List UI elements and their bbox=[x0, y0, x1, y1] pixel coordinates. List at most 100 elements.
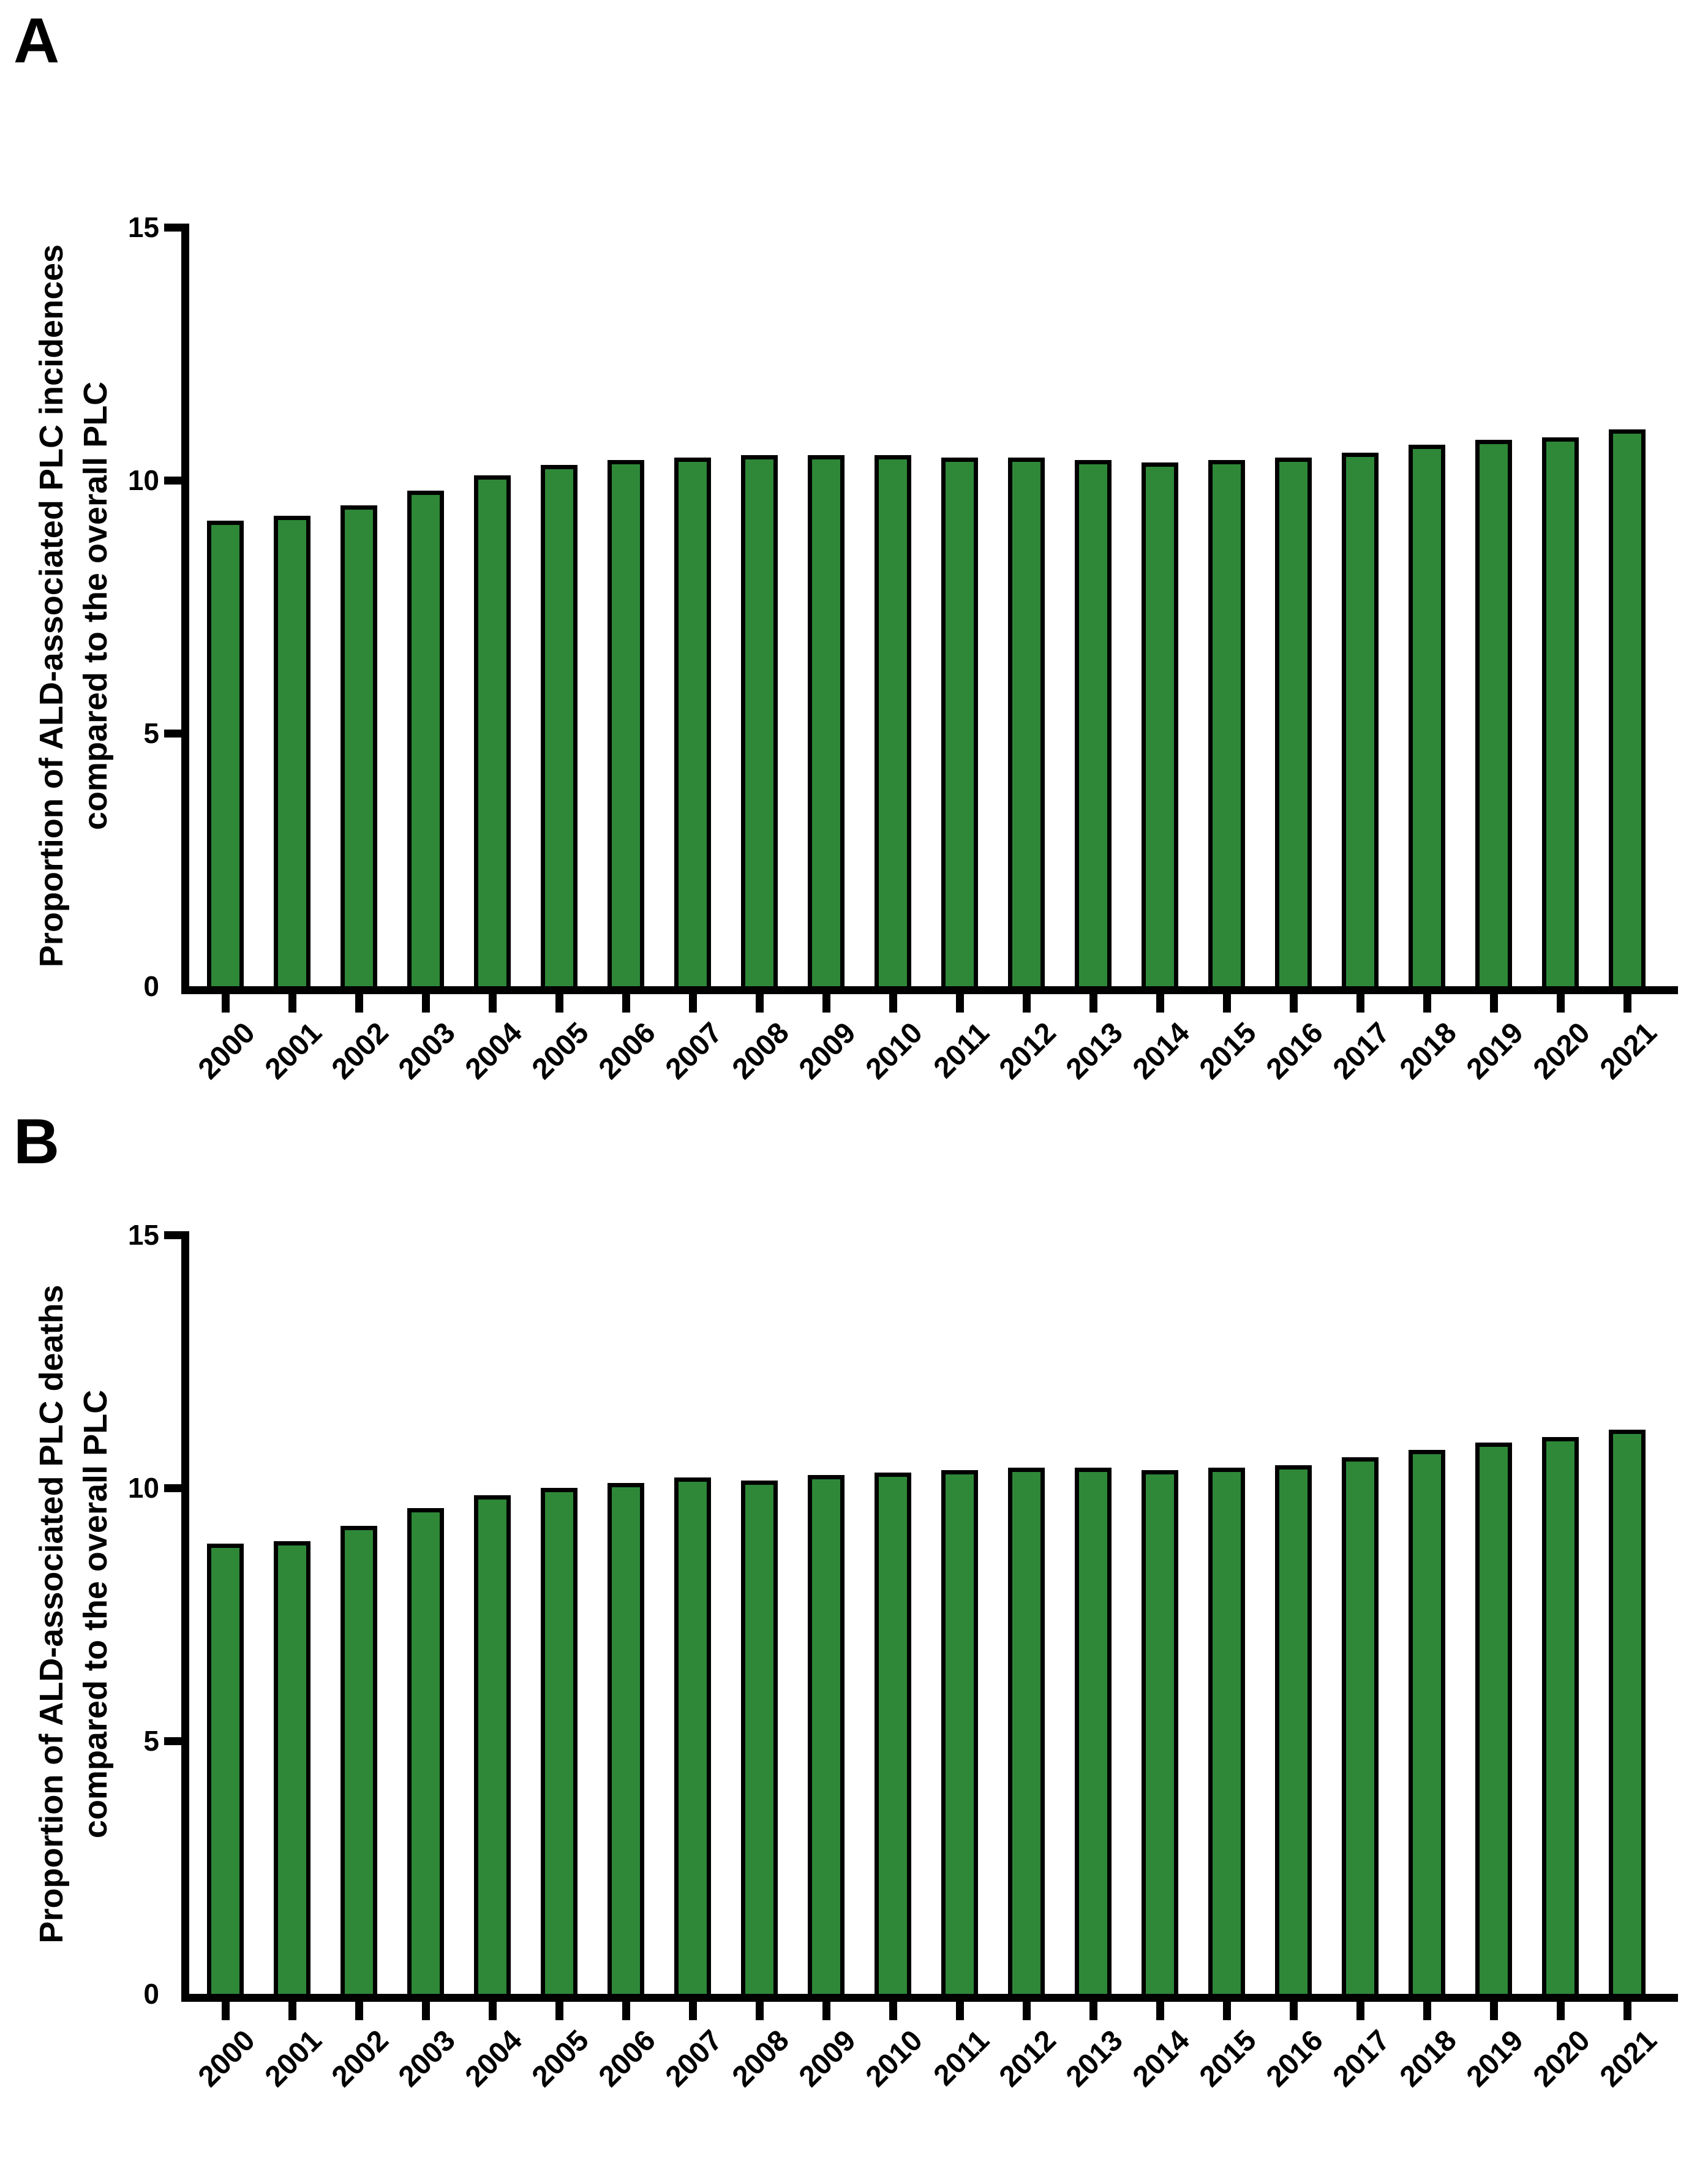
panel-a-xtick-2003 bbox=[422, 994, 430, 1013]
panel-b-xtick-2014 bbox=[1156, 2002, 1164, 2020]
bar-B-2013 bbox=[1075, 1468, 1112, 1994]
figure: A Proportion of ALD-associated PLC incid… bbox=[13, 6, 1678, 2093]
bar-B-2020 bbox=[1542, 1437, 1579, 1994]
panel-a-xtick-2007 bbox=[689, 994, 697, 1013]
panel-a-xtick-2016 bbox=[1290, 994, 1298, 1013]
bar-B-2006 bbox=[608, 1483, 644, 1994]
panel-b-xtick-2008 bbox=[756, 2002, 764, 2020]
panel-b-xtick-2020 bbox=[1557, 2002, 1565, 2020]
bar-B-2004 bbox=[474, 1495, 511, 1994]
panel-a-xtick-2018 bbox=[1423, 994, 1431, 1013]
bar-B-2018 bbox=[1409, 1450, 1445, 1994]
panel-b-xtick-2009 bbox=[822, 2002, 830, 2020]
bar-A-2009 bbox=[808, 455, 845, 986]
bar-A-2001 bbox=[274, 516, 310, 986]
panel-a-xtick-2002 bbox=[355, 994, 363, 1013]
panel-b-ytick-label-0: 0 bbox=[143, 1978, 159, 2010]
bar-B-2007 bbox=[674, 1477, 711, 1994]
panel-a-xtick-2011 bbox=[956, 994, 964, 1013]
panel-b-x-axis bbox=[181, 1994, 1678, 2002]
panel-b-xtick-2004 bbox=[489, 2002, 497, 2020]
bar-A-2007 bbox=[674, 458, 711, 986]
panel-a-ytick-5 bbox=[164, 730, 181, 738]
panel-b-y-axis-title-line1: Proportion of ALD-associated PLC deaths bbox=[33, 1285, 70, 1944]
bar-B-2021 bbox=[1609, 1430, 1646, 1994]
panel-b-ytick-10 bbox=[164, 1484, 181, 1492]
panel-b-xtick-2011 bbox=[956, 2002, 964, 2020]
panel-b-xtick-2015 bbox=[1223, 2002, 1231, 2020]
bar-A-2020 bbox=[1542, 437, 1579, 986]
bar-A-2016 bbox=[1275, 458, 1312, 986]
bar-B-2016 bbox=[1275, 1465, 1312, 1994]
bar-A-2014 bbox=[1142, 462, 1178, 986]
panel-a-ytick-label-0: 0 bbox=[143, 970, 159, 1002]
bar-A-2012 bbox=[1008, 458, 1045, 986]
panel-b-xtick-2006 bbox=[622, 2002, 630, 2020]
bar-B-2002 bbox=[340, 1526, 377, 1994]
panel-b-xtick-2005 bbox=[555, 2002, 563, 2020]
panel-a-xtick-2019 bbox=[1490, 994, 1498, 1013]
bar-B-2011 bbox=[941, 1470, 978, 1994]
panel-b-xtick-2007 bbox=[689, 2002, 697, 2020]
bar-B-2014 bbox=[1142, 1470, 1178, 1994]
panel-a-ytick-10 bbox=[164, 477, 181, 485]
panel-a-y-axis-title: Proportion of ALD-associated PLC inciden… bbox=[28, 146, 119, 1065]
panel-b-y-axis-title-line2: compared to the overall PLC bbox=[77, 1389, 114, 1839]
panel-a-y-axis bbox=[181, 224, 189, 994]
panel-b-xtick-2016 bbox=[1290, 2002, 1298, 2020]
panel-a-xtick-2009 bbox=[822, 994, 830, 1013]
bar-A-2005 bbox=[541, 465, 577, 986]
panel-b-xtick-2003 bbox=[422, 2002, 430, 2020]
panel-a-xtick-2012 bbox=[1023, 994, 1031, 1013]
panel-b-ytick-5 bbox=[164, 1737, 181, 1745]
panel-a-xtick-2004 bbox=[489, 994, 497, 1013]
panel-b-xtick-2012 bbox=[1023, 2002, 1031, 2020]
panel-b-xtick-2019 bbox=[1490, 2002, 1498, 2020]
bar-B-2003 bbox=[407, 1508, 444, 1994]
bar-B-2015 bbox=[1208, 1468, 1245, 1994]
panel-b-xtick-2010 bbox=[889, 2002, 897, 2020]
panel-a-xtick-2006 bbox=[622, 994, 630, 1013]
panel-b-ytick-label-15: 15 bbox=[127, 1219, 159, 1251]
panel-b-xtick-2000 bbox=[222, 2002, 230, 2020]
panel-a-xtick-2015 bbox=[1223, 994, 1231, 1013]
panel-b-xtick-2013 bbox=[1089, 2002, 1097, 2020]
panel-a-y-axis-title-line2: compared to the overall PLC bbox=[77, 381, 114, 831]
panel-a-xtick-2010 bbox=[889, 994, 897, 1013]
bar-A-2008 bbox=[741, 455, 778, 986]
bar-A-2002 bbox=[340, 505, 377, 986]
panel-a-ytick-label-15: 15 bbox=[127, 211, 159, 243]
panel-a-xtick-2021 bbox=[1623, 994, 1631, 1013]
bar-A-2010 bbox=[875, 455, 911, 986]
bar-B-2019 bbox=[1475, 1443, 1512, 1994]
bar-B-2009 bbox=[808, 1475, 845, 1994]
panel-a-xtick-2013 bbox=[1089, 994, 1097, 1013]
panel-b-ytick-label-10: 10 bbox=[127, 1472, 159, 1504]
panel-a-xtick-2008 bbox=[756, 994, 764, 1013]
bar-A-2003 bbox=[407, 491, 444, 986]
panel-b-ytick-label-5: 5 bbox=[143, 1725, 159, 1757]
panel-a-xtick-2000 bbox=[222, 994, 230, 1013]
bar-A-2018 bbox=[1409, 445, 1445, 986]
bar-B-2010 bbox=[875, 1473, 911, 1994]
panel-a-ytick-label-10: 10 bbox=[127, 464, 159, 496]
panel-a-xtick-2001 bbox=[288, 994, 296, 1013]
bar-A-2006 bbox=[608, 460, 644, 986]
bar-B-2000 bbox=[207, 1544, 244, 1994]
bar-A-2017 bbox=[1342, 453, 1379, 986]
panel-b-xtick-2017 bbox=[1356, 2002, 1364, 2020]
panel-a-letter: A bbox=[13, 6, 61, 77]
bar-A-2019 bbox=[1475, 440, 1512, 986]
panel-a-xtick-2017 bbox=[1356, 994, 1364, 1013]
bar-A-2004 bbox=[474, 475, 511, 986]
panel-a-ytick-label-5: 5 bbox=[143, 717, 159, 749]
panel-a-xtick-2014 bbox=[1156, 994, 1164, 1013]
panel-a-ytick-15 bbox=[164, 224, 181, 232]
panel-a-xtick-2005 bbox=[555, 994, 563, 1013]
bar-A-2015 bbox=[1208, 460, 1245, 986]
panel-b-y-axis bbox=[181, 1231, 189, 2002]
panel-b-xtick-2018 bbox=[1423, 2002, 1431, 2020]
panel-a-y-axis-title-line1: Proportion of ALD-associated PLC inciden… bbox=[33, 244, 70, 968]
bar-A-2021 bbox=[1609, 429, 1646, 986]
bar-A-2000 bbox=[207, 521, 244, 986]
